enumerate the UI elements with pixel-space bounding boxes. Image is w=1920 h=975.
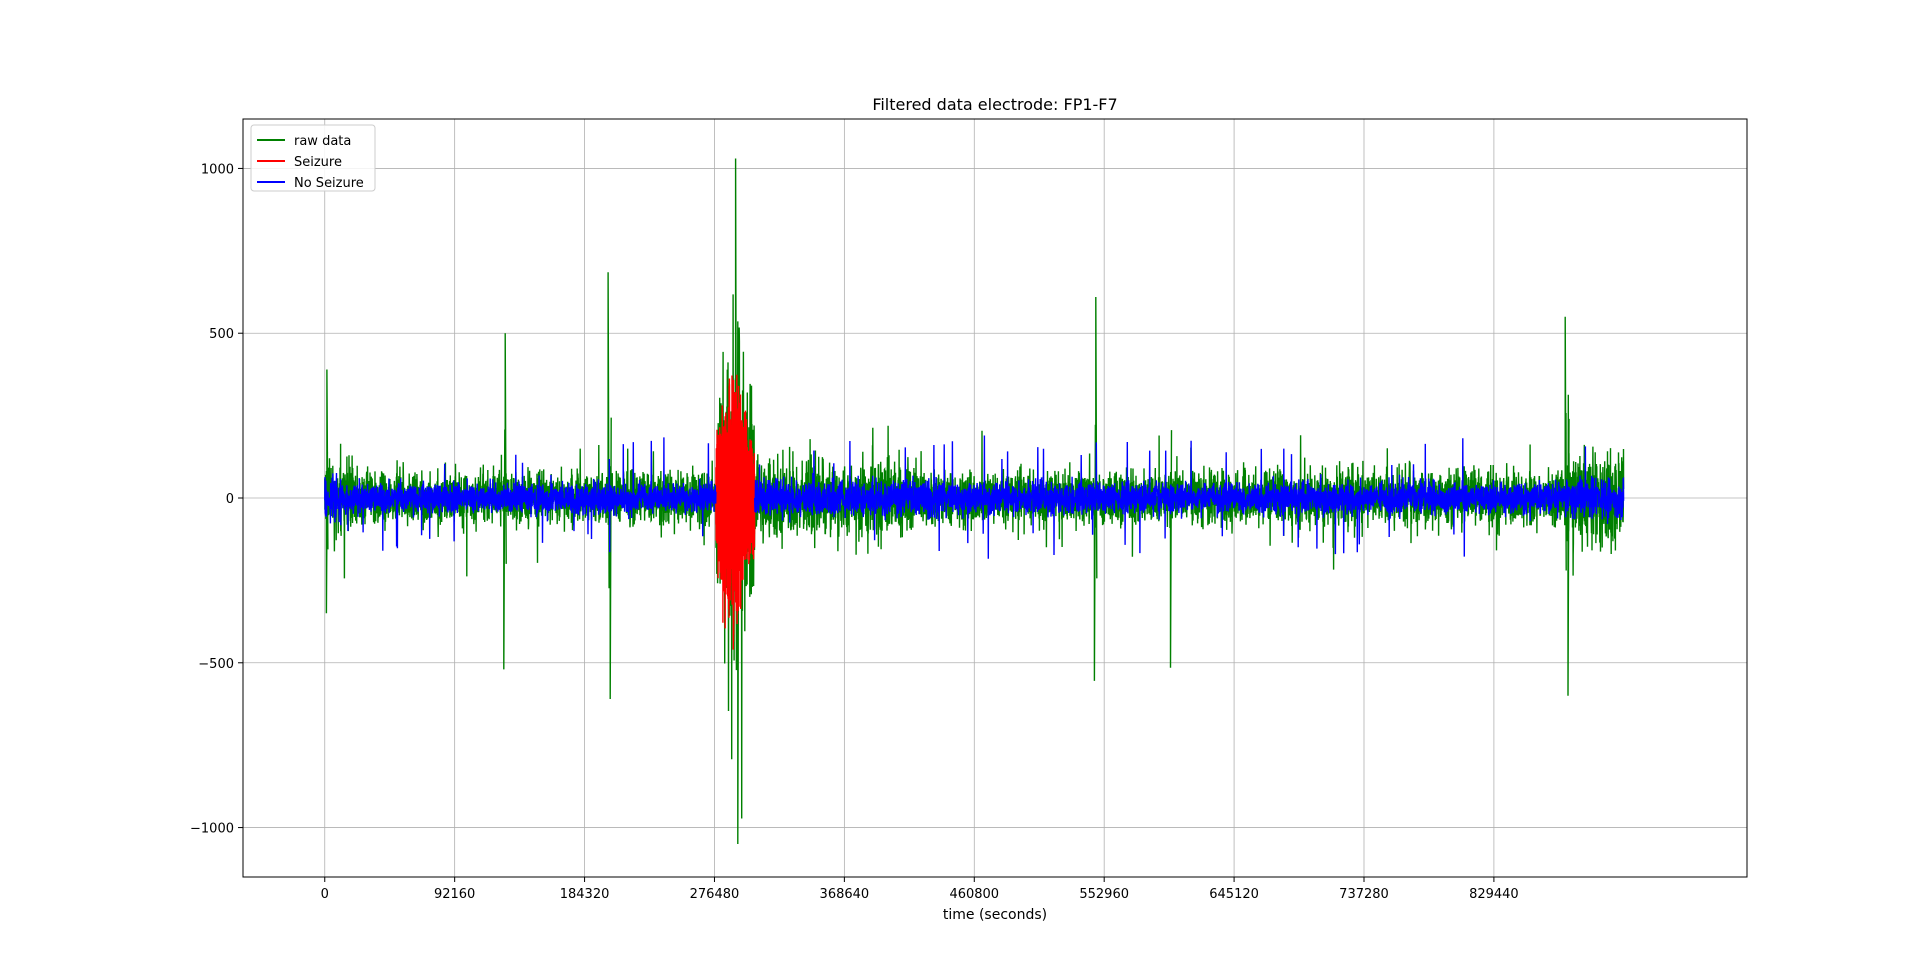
x-tick-label: 552960: [1079, 887, 1129, 902]
x-tick-label: 92160: [434, 887, 475, 902]
y-tick-label: 1000: [201, 162, 234, 177]
x-tick-label: 460800: [949, 887, 999, 902]
legend-label: Seizure: [294, 155, 342, 170]
legend-label: No Seizure: [294, 176, 364, 191]
legend-box: [250, 124, 376, 192]
legend-label: raw data: [294, 134, 351, 149]
y-tick-label: 500: [209, 327, 234, 342]
axes-frame: [242, 118, 1748, 878]
x-tick-label: 368640: [820, 887, 870, 902]
plot-area: [324, 158, 1625, 845]
axes: 0 92160 184320 276480 368640 460800 552960 6451…: [190, 118, 1748, 902]
x-tick-label: 276480: [690, 887, 740, 902]
series-no-seizure: [324, 435, 1625, 559]
x-tick-label: 645120: [1209, 887, 1259, 902]
chart-title: Filtered data electrode: FP1-F7: [872, 95, 1117, 114]
y-tick-label: −500: [198, 657, 234, 672]
y-tick-label: −1000: [190, 822, 234, 837]
x-tick-label: 829440: [1469, 887, 1519, 902]
legend: raw data Seizure No Seizure: [250, 124, 376, 192]
x-tick-label: 737280: [1339, 887, 1389, 902]
y-tick-label: 0: [226, 492, 234, 507]
series-seizure: [715, 374, 756, 650]
x-tick-label: 0: [321, 887, 329, 902]
x-axis-label: time (seconds): [943, 907, 1047, 923]
x-tick-label: 184320: [560, 887, 610, 902]
